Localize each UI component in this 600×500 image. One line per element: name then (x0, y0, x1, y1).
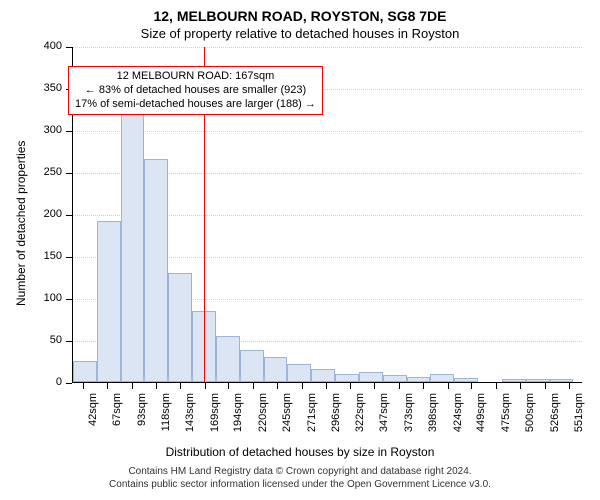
x-tick-mark (496, 383, 497, 389)
y-tick-mark (66, 131, 72, 132)
chart-subtitle: Size of property relative to detached ho… (10, 26, 590, 41)
x-tick-mark (228, 383, 229, 389)
histogram-bar (216, 336, 240, 382)
x-tick-label: 373sqm (403, 393, 415, 443)
footnote-line2: Contains public sector information licen… (10, 478, 590, 491)
y-tick-mark (66, 257, 72, 258)
histogram-bar (121, 105, 145, 382)
x-tick-mark (545, 383, 546, 389)
x-tick-mark (277, 383, 278, 389)
x-tick-label: 220sqm (257, 393, 269, 443)
gridline-h (73, 47, 582, 48)
annotation-line1: 12 MELBOURN ROAD: 167sqm (75, 70, 316, 84)
histogram-bar (502, 379, 526, 382)
x-tick-label: 347sqm (378, 393, 390, 443)
y-tick-label: 300 (10, 124, 62, 136)
x-tick-label: 449sqm (475, 393, 487, 443)
x-tick-label: 296sqm (330, 393, 342, 443)
histogram-bar (526, 379, 550, 382)
y-tick-mark (66, 341, 72, 342)
histogram-bar (144, 159, 168, 382)
x-tick-mark (326, 383, 327, 389)
y-tick-mark (66, 215, 72, 216)
y-tick-label: 50 (10, 334, 62, 346)
x-tick-label: 500sqm (524, 393, 536, 443)
x-tick-mark (374, 383, 375, 389)
x-tick-label: 526sqm (549, 393, 561, 443)
x-tick-mark (423, 383, 424, 389)
x-tick-mark (520, 383, 521, 389)
x-tick-label: 322sqm (354, 393, 366, 443)
y-axis-label: Number of detached properties (14, 141, 28, 306)
histogram-bar (73, 361, 97, 382)
x-tick-label: 67sqm (111, 393, 123, 443)
y-tick-mark (66, 383, 72, 384)
histogram-bar (430, 374, 454, 382)
x-tick-mark (180, 383, 181, 389)
x-tick-mark (302, 383, 303, 389)
histogram-bar (287, 364, 311, 382)
x-tick-label: 169sqm (209, 393, 221, 443)
x-tick-mark (569, 383, 570, 389)
annotation-line2: ← 83% of detached houses are smaller (92… (75, 84, 316, 98)
histogram-bar (264, 357, 288, 382)
x-tick-label: 93sqm (136, 393, 148, 443)
histogram-bar (359, 372, 383, 382)
histogram-bar (454, 378, 478, 382)
histogram-bar (335, 374, 359, 382)
footnote-line1: Contains HM Land Registry data © Crown c… (10, 465, 590, 478)
x-tick-label: 424sqm (452, 393, 464, 443)
histogram-bar (550, 379, 574, 382)
histogram-bar (240, 350, 264, 382)
x-tick-label: 245sqm (281, 393, 293, 443)
x-tick-mark (253, 383, 254, 389)
gridline-h (73, 131, 582, 132)
x-tick-mark (156, 383, 157, 389)
x-tick-label: 118sqm (160, 393, 172, 443)
y-tick-mark (66, 47, 72, 48)
x-tick-label: 398sqm (427, 393, 439, 443)
histogram-bar (311, 369, 335, 382)
histogram-bar (97, 221, 121, 382)
x-tick-mark (350, 383, 351, 389)
x-tick-label: 271sqm (306, 393, 318, 443)
footnote: Contains HM Land Registry data © Crown c… (10, 465, 590, 491)
y-tick-mark (66, 173, 72, 174)
annotation-box: 12 MELBOURN ROAD: 167sqm ← 83% of detach… (68, 66, 323, 115)
x-tick-label: 42sqm (87, 393, 99, 443)
x-tick-mark (471, 383, 472, 389)
y-tick-label: 400 (10, 40, 62, 52)
x-tick-mark (205, 383, 206, 389)
annotation-line3: 17% of semi-detached houses are larger (… (75, 98, 316, 112)
x-tick-mark (448, 383, 449, 389)
x-tick-mark (107, 383, 108, 389)
histogram-bar (407, 377, 431, 382)
x-axis-label: Distribution of detached houses by size … (10, 445, 590, 459)
y-tick-label: 0 (10, 376, 62, 388)
histogram-bar (383, 375, 407, 382)
x-tick-label: 143sqm (184, 393, 196, 443)
chart-container: 12, MELBOURN ROAD, ROYSTON, SG8 7DE Size… (0, 0, 600, 500)
x-tick-mark (83, 383, 84, 389)
x-tick-label: 194sqm (232, 393, 244, 443)
histogram-bar (168, 273, 192, 382)
x-tick-mark (132, 383, 133, 389)
x-tick-label: 551sqm (573, 393, 585, 443)
x-tick-label: 475sqm (500, 393, 512, 443)
y-tick-label: 350 (10, 82, 62, 94)
chart-title: 12, MELBOURN ROAD, ROYSTON, SG8 7DE (10, 8, 590, 24)
y-tick-mark (66, 299, 72, 300)
x-tick-mark (399, 383, 400, 389)
